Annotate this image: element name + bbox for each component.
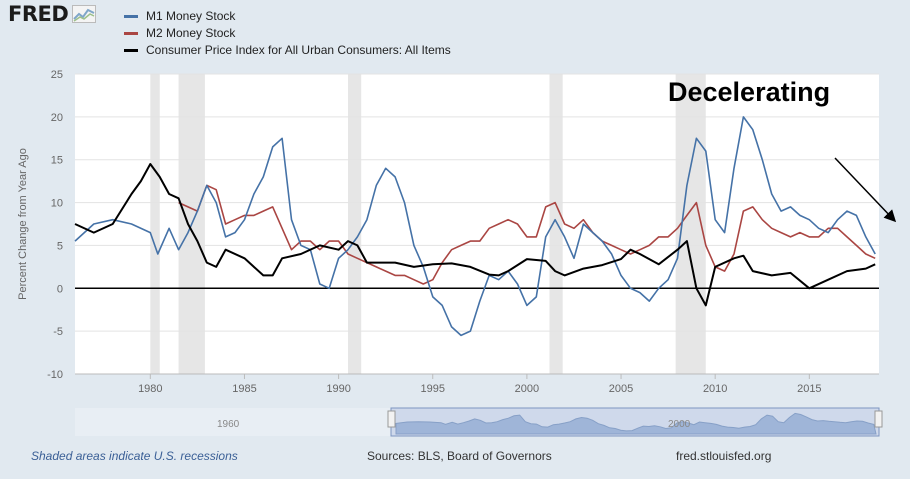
legend-label: M2 Money Stock [146, 26, 236, 40]
navigator-selection [390, 407, 880, 437]
recession-band [348, 74, 362, 374]
series-line [74, 116, 876, 337]
x-tick-label: 2010 [703, 383, 727, 395]
y-tick-label: -5 [53, 326, 63, 338]
y-tick-label: 25 [51, 69, 63, 81]
y-tick-label: 5 [57, 240, 63, 252]
navigator-left-handle [387, 410, 396, 428]
legend-item-m1[interactable]: M1 Money Stock [124, 8, 451, 25]
navigator-background [75, 408, 879, 436]
navigator-series [395, 412, 877, 435]
chart-legend: M1 Money Stock M2 Money Stock Consumer P… [124, 8, 451, 59]
x-tick-label: 1985 [232, 383, 256, 395]
navigator-tick-label: 1960 [217, 419, 240, 430]
sources-text: Sources: BLS, Board of Governors [367, 449, 552, 463]
y-axis-label: Percent Change from Year Ago [17, 148, 29, 300]
legend-swatch [124, 32, 138, 35]
x-tick-label: 2005 [609, 383, 633, 395]
legend-label: Consumer Price Index for All Urban Consu… [146, 43, 451, 57]
legend-swatch [124, 49, 138, 52]
recession-band [178, 74, 205, 374]
recession-band [549, 74, 563, 374]
legend-label: M1 Money Stock [146, 9, 236, 23]
navigator-right-handle [874, 410, 883, 428]
recession-note: Shaded areas indicate U.S. recessions [31, 449, 238, 463]
annotation-arrow [834, 157, 897, 223]
y-tick-label: 0 [57, 283, 63, 295]
chart-trend-icon [72, 5, 97, 23]
x-tick-label: 1990 [326, 383, 350, 395]
series-line [178, 184, 876, 285]
x-tick-label: 2015 [797, 383, 821, 395]
plot-background [75, 74, 879, 374]
x-tick-label: 1995 [421, 383, 445, 395]
legend-item-m2[interactable]: M2 Money Stock [124, 25, 451, 42]
series-line [74, 163, 876, 307]
x-tick-label: 1980 [138, 383, 162, 395]
legend-swatch [124, 15, 138, 18]
annotation-text: Decelerating [668, 77, 830, 107]
y-tick-label: -10 [47, 369, 63, 381]
x-tick-label: 2000 [515, 383, 539, 395]
y-tick-label: 20 [51, 112, 63, 124]
logo-text: FRED [8, 2, 69, 26]
y-tick-label: 15 [51, 155, 63, 167]
recession-band [150, 74, 160, 374]
legend-item-cpi[interactable]: Consumer Price Index for All Urban Consu… [124, 42, 451, 59]
navigator-tick-label: 2000 [668, 419, 691, 430]
fred-logo[interactable]: FRED [8, 2, 97, 26]
recession-band [675, 74, 706, 374]
y-tick-label: 10 [51, 198, 63, 210]
source-url-link[interactable]: fred.stlouisfed.org [676, 449, 772, 463]
